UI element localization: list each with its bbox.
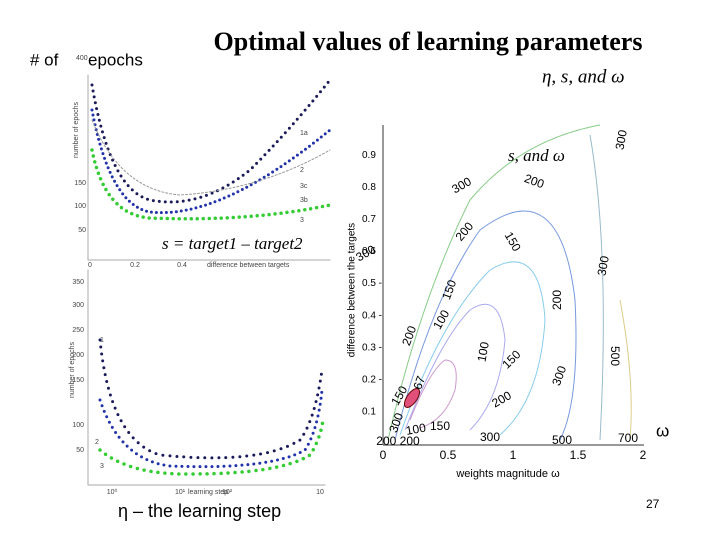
axis-label: number of epochs (73, 101, 80, 158)
y-tick-label: 0.6 (362, 246, 376, 257)
y-tick-label: 100 (72, 422, 84, 429)
y-tick-label: 0.5 - (362, 278, 382, 289)
contour (589, 134, 604, 441)
slide-title: Optimal values of learning parameters (214, 27, 643, 56)
y-tick-label: 350 (72, 279, 84, 286)
y-tick-label: 0.2 - (362, 375, 382, 386)
axis-label: difference between targets (207, 262, 290, 269)
label: 400 (76, 55, 88, 62)
legend-entry: 3 (100, 463, 104, 470)
contour (404, 303, 506, 431)
omega-label: ω (656, 421, 669, 440)
y-tick-label: 0.9 (362, 150, 376, 161)
y-tick-label: 0.7 (362, 214, 376, 225)
x-tick-label: 0 (88, 262, 92, 269)
x-tick-label: 0.2 (130, 262, 140, 269)
contour-label: 700 (618, 431, 638, 445)
legend-entry: 3c (300, 183, 308, 190)
curve (98, 338, 324, 460)
contour (399, 261, 546, 436)
y-tick-label: 200 (72, 352, 84, 359)
y-tick-label: 50 (78, 227, 86, 234)
curve (91, 119, 331, 196)
contour-label: 300 (480, 430, 500, 444)
contour-label: 500 (608, 346, 622, 366)
x-tick-label: 10² (222, 489, 233, 496)
contour (394, 210, 577, 441)
x-tick-label: 1.5 (570, 448, 587, 462)
y-tick-label: 0.4 - (362, 310, 382, 321)
contour-label: 200 (522, 171, 546, 191)
legend-entry: 3b (300, 197, 308, 204)
axis-label: weights magnitude ω (455, 468, 560, 480)
x-tick-label: 0.5 (440, 448, 457, 462)
y-tick-label: 0.8 (362, 182, 376, 193)
contour (619, 299, 632, 441)
y-tick-label: 250 (72, 327, 84, 334)
label: # of (30, 50, 59, 69)
legend-entry: 1 (100, 337, 104, 344)
y-tick-label: 300 (72, 302, 84, 309)
contour-label: 67 (410, 374, 428, 392)
page-number: 27 (646, 497, 660, 511)
y-tick-label: 150 (72, 377, 84, 384)
x-tick-label: 0.4 (177, 262, 187, 269)
contour-label: 100 (475, 340, 492, 362)
axis-label: number of epochs (69, 341, 76, 398)
x-tick-label: 1 (510, 448, 517, 462)
curve (90, 78, 332, 204)
contour-label: 300 (613, 128, 630, 150)
x-tick-label: 10¹ (175, 489, 186, 496)
optimum-marker (403, 388, 421, 408)
contour-label: 200 200 (376, 434, 420, 448)
subtitle: η, s, and ω (542, 66, 625, 87)
y-tick-label: 0.3 - (362, 342, 382, 353)
x-tick-label: 10⁰ (107, 488, 118, 496)
curve (90, 108, 332, 215)
contour-label: 100 (405, 420, 427, 437)
heading: s, and ω (508, 146, 565, 165)
x-tick-label: 2 (640, 448, 647, 462)
contour-label: 300 (595, 254, 612, 276)
contour-label: 150 (439, 278, 459, 302)
legend-entry: 2 (300, 167, 304, 174)
axis-label: difference between the targets (347, 223, 358, 357)
curve (98, 418, 325, 476)
contour-plot (378, 120, 644, 446)
x-tick-label: 10 (316, 489, 324, 496)
axis-label: learning step (188, 489, 228, 496)
x-tick-label: 0 (380, 448, 387, 462)
contour-label: 150 (430, 419, 450, 433)
bottom-plot (87, 269, 326, 486)
y-tick-label: 50 (76, 447, 84, 454)
y-tick-label: 0.1 (362, 407, 376, 418)
y-tick-label: 150 (74, 180, 86, 187)
curve (98, 388, 324, 469)
contour-label: 300 (549, 364, 569, 388)
legend-entry: 3 (300, 217, 304, 224)
definition: s = target1 – target2 (162, 234, 303, 253)
contour-label: 300 (386, 411, 406, 435)
contour (409, 359, 457, 429)
y-tick-label: 100 (74, 203, 86, 210)
top-plot (87, 74, 332, 261)
contour-label: 200 (399, 324, 419, 348)
contour (387, 124, 601, 441)
legend-entry: 2 (95, 439, 99, 446)
label: epochs (88, 50, 143, 69)
contour-label: 500 (552, 433, 572, 447)
contour-label: 200 (550, 290, 564, 310)
definition: η – the learning step (118, 501, 281, 521)
legend-entry: 1a (300, 130, 308, 137)
